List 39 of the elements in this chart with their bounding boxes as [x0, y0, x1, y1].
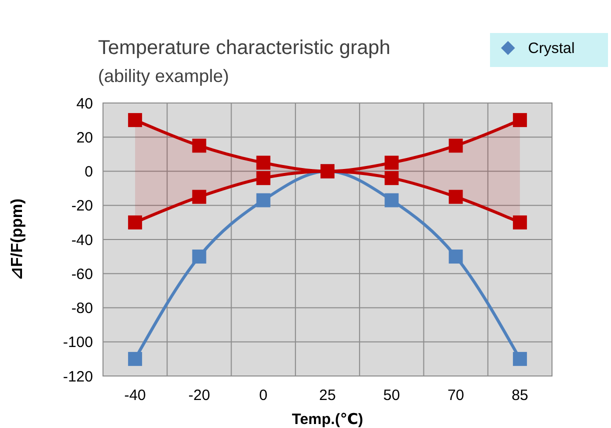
y-tick-label: -100 — [62, 334, 93, 352]
x-axis-title: Temp.(℃) — [292, 411, 364, 428]
y-tick-label: -40 — [71, 232, 93, 249]
y-tick-label: -60 — [71, 266, 93, 283]
chart-subtitle: (ability example) — [98, 66, 230, 86]
point — [448, 190, 463, 204]
chart-title: Temperature characteristic graph — [98, 37, 390, 59]
x-tick-label: -20 — [188, 387, 210, 404]
point — [192, 138, 206, 153]
point — [512, 352, 527, 366]
y-axis-title: ⊿F/F(ppm) — [9, 198, 26, 280]
y-tick-label: 0 — [84, 164, 93, 180]
legend-label: Crystal — [528, 40, 575, 57]
point — [512, 113, 527, 128]
y-tick-label: 40 — [76, 95, 93, 112]
point — [384, 193, 399, 208]
point — [192, 250, 206, 264]
y-tick-label: -20 — [71, 198, 93, 215]
point — [256, 156, 270, 170]
point — [128, 215, 142, 230]
point — [448, 138, 463, 153]
y-tick-label: -120 — [62, 368, 93, 386]
x-tick-label: 50 — [383, 387, 400, 404]
x-tick-label: 0 — [259, 387, 268, 404]
x-tick-label: 70 — [447, 387, 464, 404]
point — [128, 352, 142, 366]
y-tick-label: 20 — [76, 129, 93, 146]
x-tick-label: 85 — [512, 387, 528, 404]
x-tick-label: -40 — [124, 387, 146, 404]
point — [256, 193, 270, 208]
point — [192, 190, 206, 204]
point — [448, 250, 463, 264]
point — [384, 171, 399, 186]
point — [512, 215, 527, 230]
point — [256, 171, 270, 186]
point — [384, 156, 399, 170]
point — [128, 113, 142, 128]
x-tick-label: 25 — [319, 387, 336, 404]
y-tick-label: -80 — [71, 300, 93, 317]
